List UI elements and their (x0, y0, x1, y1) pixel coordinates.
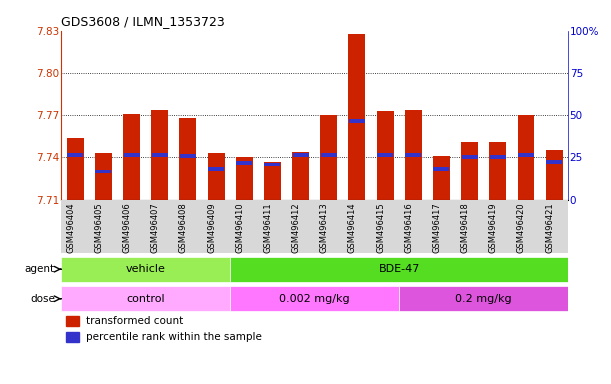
Bar (230, 286, 399, 311)
Bar (292, 152, 309, 200)
Text: GSM496413: GSM496413 (320, 202, 329, 253)
Text: vehicle: vehicle (126, 264, 166, 274)
Bar (405, 109, 422, 200)
Bar (67, 153, 83, 157)
Bar (180, 118, 196, 200)
Text: GSM496416: GSM496416 (404, 202, 413, 253)
Text: GDS3608 / ILMN_1353723: GDS3608 / ILMN_1353723 (61, 15, 225, 28)
Text: GSM496408: GSM496408 (179, 202, 188, 253)
Bar (180, 154, 196, 158)
Text: GSM496410: GSM496410 (235, 202, 244, 253)
Text: GSM496414: GSM496414 (348, 202, 357, 253)
Bar (123, 153, 139, 157)
Bar (518, 153, 534, 157)
Bar (236, 161, 252, 165)
Text: GSM496409: GSM496409 (207, 202, 216, 253)
Text: GSM496405: GSM496405 (94, 202, 103, 253)
Bar (405, 153, 422, 157)
Text: GSM496415: GSM496415 (376, 202, 385, 253)
Text: GSM496419: GSM496419 (489, 202, 498, 253)
Text: control: control (126, 294, 165, 304)
Bar (433, 167, 450, 170)
Text: percentile rank within the sample: percentile rank within the sample (87, 332, 262, 342)
Text: transformed count: transformed count (87, 316, 184, 326)
Text: 0.2 mg/kg: 0.2 mg/kg (455, 294, 512, 304)
Bar (433, 156, 450, 200)
Bar (67, 138, 84, 200)
Bar (265, 162, 280, 166)
Bar (518, 115, 535, 200)
Bar (461, 156, 478, 159)
Bar (264, 162, 281, 200)
Text: agent: agent (25, 264, 55, 274)
Bar (95, 153, 112, 200)
Bar (208, 167, 224, 170)
Bar (377, 153, 393, 157)
Bar (461, 142, 478, 200)
Text: GSM496411: GSM496411 (263, 202, 273, 253)
Text: dose: dose (30, 294, 55, 304)
Text: GSM496417: GSM496417 (433, 202, 441, 253)
Text: BDE-47: BDE-47 (378, 264, 420, 274)
Bar (208, 153, 224, 200)
Bar (61, 286, 230, 311)
Bar (230, 257, 568, 281)
Bar (546, 151, 563, 200)
Bar (376, 111, 393, 200)
Text: GSM496420: GSM496420 (517, 202, 526, 253)
Bar (61, 257, 230, 281)
Bar (349, 119, 365, 123)
Text: GSM496407: GSM496407 (151, 202, 159, 253)
Bar (320, 115, 337, 200)
Bar (152, 109, 168, 200)
Bar (490, 156, 506, 159)
Bar (489, 142, 507, 200)
Text: GSM496421: GSM496421 (545, 202, 554, 253)
Bar (66, 316, 79, 326)
Text: GSM496412: GSM496412 (291, 202, 301, 253)
Text: GSM496404: GSM496404 (66, 202, 75, 253)
Bar (152, 153, 168, 157)
Bar (293, 153, 309, 157)
Bar (123, 114, 140, 200)
Bar (348, 33, 365, 200)
Bar (66, 332, 79, 342)
Text: 0.002 mg/kg: 0.002 mg/kg (279, 294, 350, 304)
Bar (399, 286, 568, 311)
Bar (546, 160, 562, 164)
Bar (236, 157, 253, 200)
Text: GSM496418: GSM496418 (461, 202, 470, 253)
Bar (95, 170, 111, 174)
Bar (321, 153, 337, 157)
Text: GSM496406: GSM496406 (123, 202, 131, 253)
